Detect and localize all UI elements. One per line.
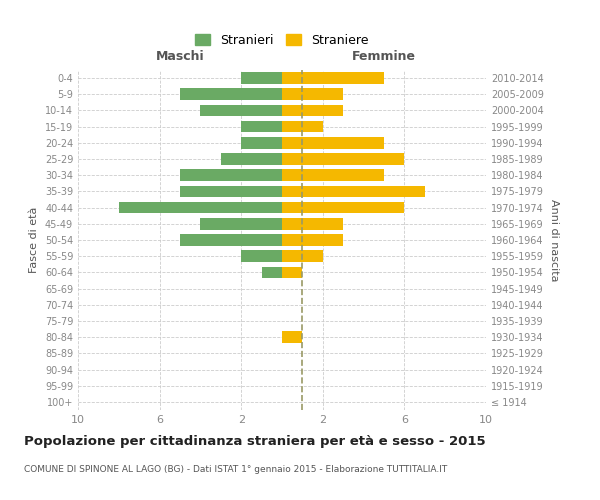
Bar xyxy=(262,266,282,278)
Bar xyxy=(282,266,302,278)
Bar xyxy=(282,332,302,343)
Bar xyxy=(282,72,384,84)
Bar xyxy=(282,104,343,117)
Y-axis label: Anni di nascita: Anni di nascita xyxy=(549,198,559,281)
Bar xyxy=(180,186,282,198)
Bar xyxy=(241,121,282,132)
Text: Maschi: Maschi xyxy=(155,50,205,63)
Bar xyxy=(282,170,384,181)
Bar xyxy=(282,88,343,100)
Bar xyxy=(282,137,384,148)
Bar xyxy=(200,104,282,117)
Text: Femmine: Femmine xyxy=(352,50,416,63)
Bar xyxy=(241,250,282,262)
Bar xyxy=(241,137,282,148)
Legend: Stranieri, Straniere: Stranieri, Straniere xyxy=(190,28,374,52)
Bar xyxy=(282,202,404,213)
Bar xyxy=(221,153,282,165)
Bar xyxy=(180,234,282,246)
Bar xyxy=(282,186,425,198)
Bar xyxy=(241,72,282,84)
Bar xyxy=(282,121,323,132)
Y-axis label: Fasce di età: Fasce di età xyxy=(29,207,39,273)
Bar xyxy=(200,218,282,230)
Bar xyxy=(180,88,282,100)
Bar xyxy=(180,170,282,181)
Bar xyxy=(119,202,282,213)
Bar xyxy=(282,234,343,246)
Text: Popolazione per cittadinanza straniera per età e sesso - 2015: Popolazione per cittadinanza straniera p… xyxy=(24,435,485,448)
Text: COMUNE DI SPINONE AL LAGO (BG) - Dati ISTAT 1° gennaio 2015 - Elaborazione TUTTI: COMUNE DI SPINONE AL LAGO (BG) - Dati IS… xyxy=(24,465,447,474)
Bar xyxy=(282,153,404,165)
Bar xyxy=(282,218,343,230)
Bar xyxy=(282,250,323,262)
